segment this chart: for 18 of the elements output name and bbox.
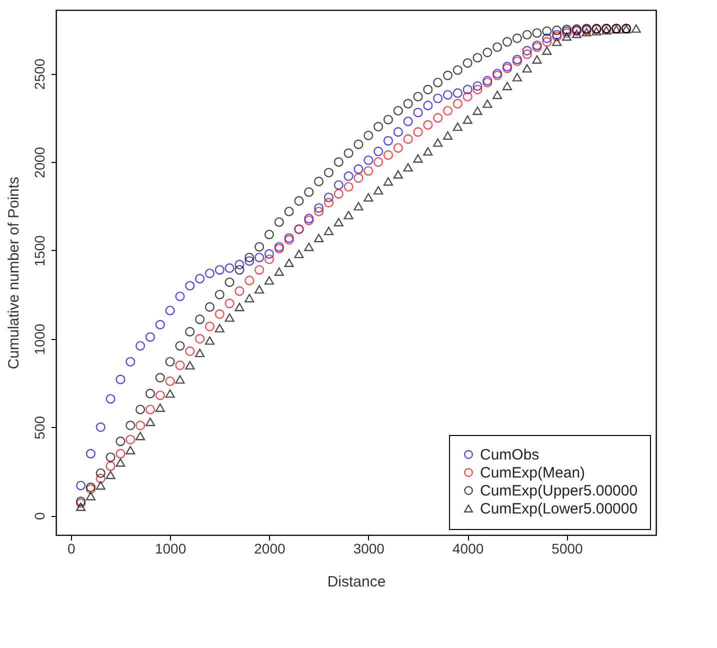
x-tick-label: 4000	[452, 540, 484, 556]
y-tick-label: 1500	[32, 235, 48, 266]
x-tick-label: 2000	[254, 540, 286, 556]
x-tick-label: 3000	[353, 540, 385, 556]
y-tick-label: 2500	[32, 58, 48, 90]
y-tick-label: 500	[32, 416, 48, 440]
legend-label: CumExp(Upper5.00000	[480, 482, 638, 500]
x-tick-label: 1000	[154, 540, 186, 556]
y-axis-title: Cumulative number of Points	[6, 176, 22, 370]
y-tick-label: 2000	[32, 146, 48, 178]
x-tick-label: 5000	[552, 540, 584, 556]
legend-label: CumExp(Lower5.00000	[480, 500, 638, 518]
x-tick-label: 0	[67, 540, 76, 556]
legend-label: CumObs	[480, 446, 540, 464]
legend-label: CumExp(Mean)	[480, 464, 586, 482]
y-tick-label: 0	[32, 512, 48, 520]
y-tick-label: 1000	[32, 324, 48, 355]
x-axis-title: Distance	[327, 574, 386, 590]
